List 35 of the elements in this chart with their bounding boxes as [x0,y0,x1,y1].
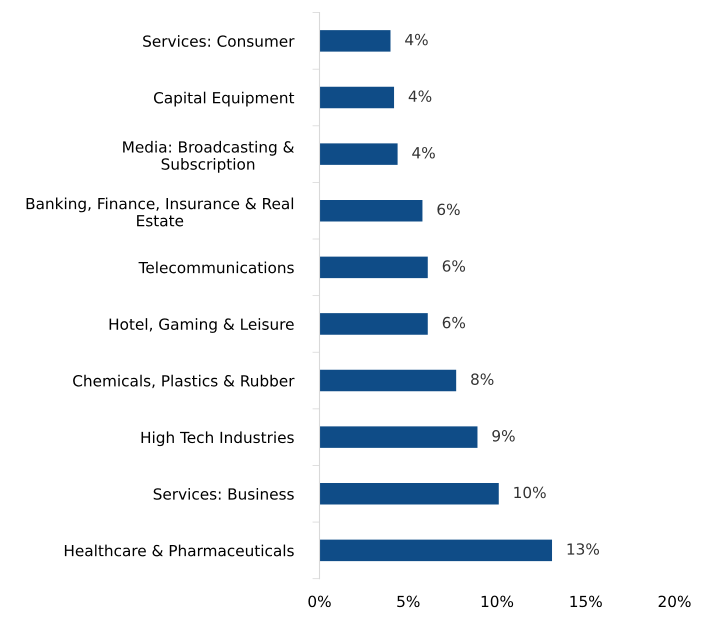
x-tick-label: 5% [397,596,420,608]
y-tick-label: Chemicals, Plastics & Rubber [73,374,295,388]
bar [320,30,390,52]
data-label: 6% [442,260,466,272]
y-tick-label: Media: Broadcasting & Subscription [123,140,294,173]
data-label: 13% [568,543,600,555]
data-label: 6% [437,204,460,216]
bar [320,483,499,505]
x-tick-label: 0% [308,596,331,608]
data-label: 9% [492,430,515,442]
y-tick-label: Telecommunications [138,262,294,274]
bar [320,256,428,278]
data-label: 8% [471,373,494,385]
x-tick-label: 20% [658,596,691,608]
bar [320,370,456,392]
y-tick-label: Capital Equipment [154,92,294,106]
bar [320,313,428,335]
y-tick-label: Banking, Finance, Insurance & Real Estate [26,198,294,226]
data-label: 4% [408,90,432,102]
y-tick-label: Healthcare & Pharmaceuticals [64,544,294,556]
bar [320,540,552,562]
bar [320,143,398,165]
data-label: 4% [405,34,428,46]
x-tick-label: 15% [570,596,602,608]
y-tick-label: Services: Consumer [143,35,294,47]
data-label: 6% [442,316,466,328]
bar [320,86,394,108]
data-label: 10% [514,486,546,498]
y-tick-label: High Tech Industries [142,431,294,446]
y-tick-label: Services: Business [154,488,294,500]
x-tick-label: 10% [482,596,514,608]
y-tick-label: Hotel, Gaming & Leisure [110,318,294,333]
data-label: 4% [412,146,435,159]
bar [320,200,422,222]
bar [320,426,478,448]
